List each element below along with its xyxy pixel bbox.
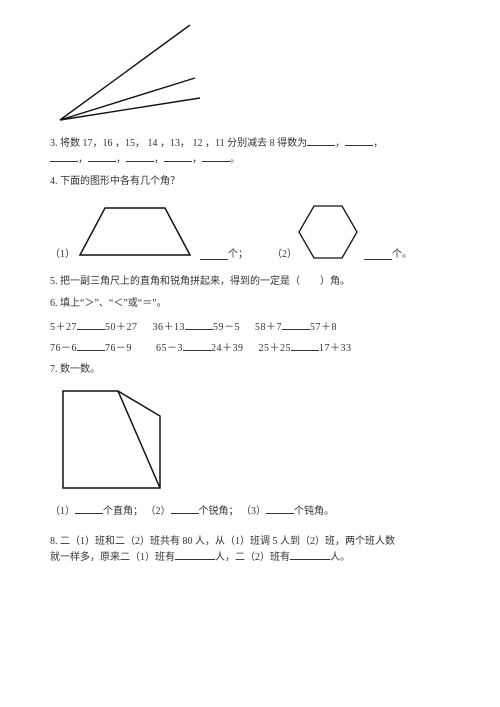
q6-l2-b3[interactable]	[291, 342, 319, 351]
q3-blank-2[interactable]	[345, 137, 373, 146]
q3-blank-3[interactable]	[50, 153, 78, 162]
q4-blank-2[interactable]	[364, 251, 392, 260]
q3-stem: 3. 将数 17，16 ，15， 14 ，13， 12 ，11 分别减去 8 得…	[50, 138, 307, 149]
q4-label2-suf: 个。	[392, 245, 412, 260]
q7-blank-1[interactable]	[75, 505, 103, 514]
quad-figure	[58, 386, 168, 496]
q8-text: 8. 二（1）班和二（2）班共有 80 人，从（1）班调 5 人到（2）班，两个…	[50, 534, 450, 566]
q3-blank-1[interactable]	[307, 137, 335, 146]
q7-text: 7. 数一数。	[50, 362, 450, 378]
q4-text: 4. 下面的图形中各有几个角？	[50, 174, 450, 190]
q6-l2-b2[interactable]	[183, 342, 211, 351]
q4-shapes-row: （1） 个； （2） 个。	[50, 200, 450, 260]
q3-blank-5[interactable]	[126, 153, 154, 162]
q3-text: 3. 将数 17，16 ，15， 14 ，13， 12 ，11 分别减去 8 得…	[50, 136, 450, 168]
q6-l1-b3[interactable]	[282, 321, 310, 330]
q6-l1-b1[interactable]	[77, 321, 105, 330]
q4-label1-suf: 个；	[228, 245, 248, 260]
q6-line2: 76－676－9 65－324＋39 25＋2517＋33	[50, 339, 450, 354]
angle-figure	[50, 20, 210, 130]
q3-blank-6[interactable]	[164, 153, 192, 162]
q6-text: 6. 填上“＞”、“＜”或“＝”。	[50, 296, 450, 312]
q4-label2-pre: （2）	[272, 245, 297, 260]
q7-answers: （1）个直角； （2）个锐角； （3）个钝角。	[50, 504, 450, 520]
hexagon-shape	[297, 204, 359, 260]
q7-blank-3[interactable]	[266, 505, 294, 514]
q6-l1-b2[interactable]	[185, 321, 213, 330]
q4-blank-1[interactable]	[200, 251, 228, 260]
q4-label1-pre: （1）	[50, 245, 75, 260]
q8-blank-2[interactable]	[290, 551, 330, 560]
q3-blank-7[interactable]	[202, 153, 230, 162]
q6-l2-b1[interactable]	[77, 342, 105, 351]
q8-blank-1[interactable]	[175, 551, 215, 560]
q3-blank-4[interactable]	[88, 153, 116, 162]
trapezoid-shape	[75, 200, 195, 260]
q5-text: 5. 把一副三角尺上的直角和锐角拼起来，得到的一定是（ ）角。	[50, 274, 450, 290]
q7-blank-2[interactable]	[171, 505, 199, 514]
q6-line1: 5＋2750＋27 36＋1359－5 58＋757＋8	[50, 318, 450, 333]
